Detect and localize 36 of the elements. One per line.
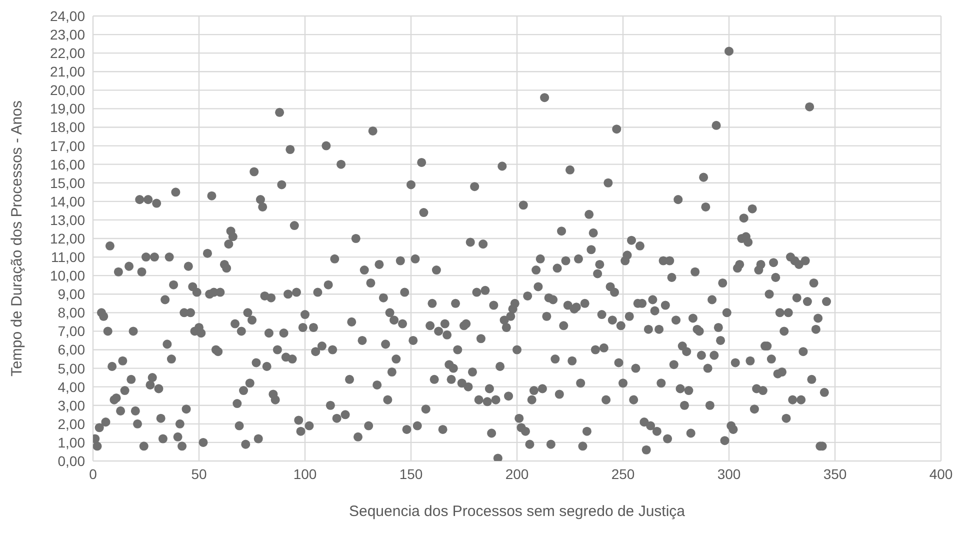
y-axis-title: Tempo de Duração dos Processos - Anos [8,100,26,376]
y-tick-label: 17,00 [50,138,86,154]
y-tick-label: 7,00 [58,323,86,340]
x-tick-label: 100 [293,466,317,482]
x-tick-label: 400 [929,466,953,482]
y-tick-label: 14,00 [50,193,86,210]
y-tick-label: 23,00 [50,26,86,43]
y-tick-label: 3,00 [58,397,86,414]
y-tick-label: 16,00 [50,156,86,172]
y-tick-label: 2,00 [58,416,86,432]
x-tick-label: 0 [89,466,98,482]
y-tick-label: 11,00 [51,249,86,266]
y-tick-label: 21,00 [50,64,86,80]
y-tick-label: 22,00 [50,45,86,62]
y-tick-label: 15,00 [50,174,86,191]
x-tick-label: 50 [191,466,207,482]
y-tick-label: 13,00 [50,212,86,228]
x-tick-label: 150 [399,466,423,482]
y-tick-label: 6,00 [58,342,86,358]
y-tick-label: 12,00 [50,230,86,246]
x-axis-title: Sequencia dos Processos sem segredo de Justiça [348,503,686,520]
y-tick-label: 4,00 [58,378,86,395]
x-tick-label: 350 [823,466,847,482]
y-tick-label: 19,00 [50,100,86,117]
y-tick-label: 10,00 [50,268,86,284]
y-tick-label: 9,00 [58,286,86,302]
y-tick-label: 8,00 [58,304,86,321]
y-tick-label: 24,00 [50,8,86,24]
x-tick-label: 250 [611,466,635,482]
y-tick-label: 5,00 [58,360,86,376]
y-tick-label: 18,00 [50,119,86,136]
y-tick-label: 1,00 [58,434,86,450]
y-tick-label: 0,00 [58,452,86,469]
x-tick-label: 200 [505,466,529,482]
x-tick-label: 300 [717,466,741,482]
y-tick-label: 20,00 [50,82,86,98]
